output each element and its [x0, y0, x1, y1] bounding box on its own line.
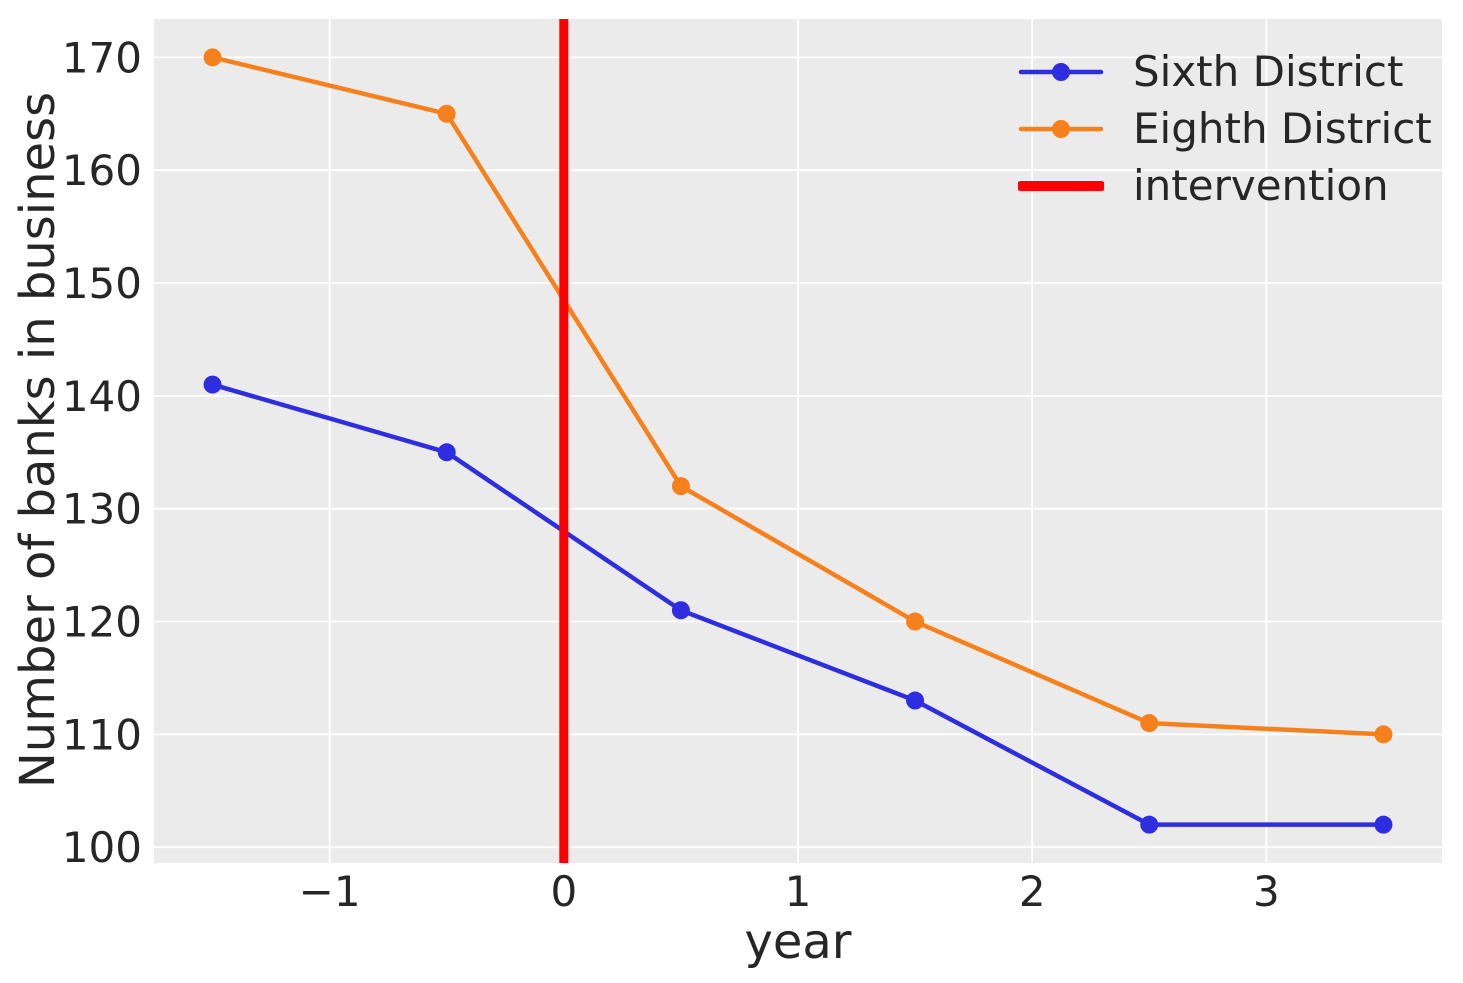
eighth-district-line	[210, 55, 1386, 737]
y-tick-label: 100	[62, 823, 142, 872]
x-tick-label: 2	[1019, 867, 1046, 916]
legend-label: intervention	[1133, 161, 1389, 210]
eighth-district-marker	[906, 612, 925, 631]
y-tick-label: 110	[62, 710, 142, 759]
legend-label: Sixth District	[1133, 47, 1404, 96]
eighth-district-marker	[203, 48, 222, 67]
y-tick-label: 120	[62, 598, 142, 647]
eighth-district-marker	[437, 104, 456, 123]
sixth-district-marker	[906, 691, 925, 710]
legend-label: Eighth District	[1133, 104, 1432, 153]
legend-line-marker-icon	[1018, 119, 1104, 138]
eighth-district-marker	[1140, 714, 1159, 733]
sixth-district-marker	[203, 375, 222, 394]
x-tick-label: 3	[1253, 867, 1280, 916]
legend: Sixth District Eighth District interventio…	[1018, 43, 1432, 214]
legend-item-intervention: intervention	[1018, 157, 1432, 214]
x-tick-label: −1	[299, 867, 361, 916]
eighth-district-marker	[671, 477, 690, 496]
legend-thick-line-icon	[1018, 180, 1104, 191]
sixth-district-line	[210, 382, 1386, 827]
legend-sample-marker	[1052, 119, 1070, 138]
sixth-district-marker	[1374, 815, 1393, 834]
eighth-district-marker	[1374, 725, 1393, 744]
y-tick-label: 170	[62, 33, 142, 82]
x-tick-label: 0	[550, 867, 577, 916]
y-axis-label: Number of banks in business	[10, 91, 66, 789]
legend-item-eighth-district: Eighth District	[1018, 100, 1432, 157]
legend-sample-marker	[1052, 62, 1070, 81]
x-axis-label: year	[744, 914, 852, 970]
sixth-district-marker	[437, 443, 456, 462]
y-tick-label: 130	[62, 485, 142, 534]
y-tick-label: 160	[62, 146, 142, 195]
x-tick-label: 1	[785, 867, 812, 916]
y-tick-label: 150	[62, 259, 142, 308]
sixth-district-marker	[671, 601, 690, 620]
legend-line-marker-icon	[1018, 62, 1104, 81]
legend-item-sixth-district: Sixth District	[1018, 43, 1432, 100]
sixth-district-marker	[1140, 815, 1159, 834]
y-tick-label: 140	[62, 372, 142, 421]
